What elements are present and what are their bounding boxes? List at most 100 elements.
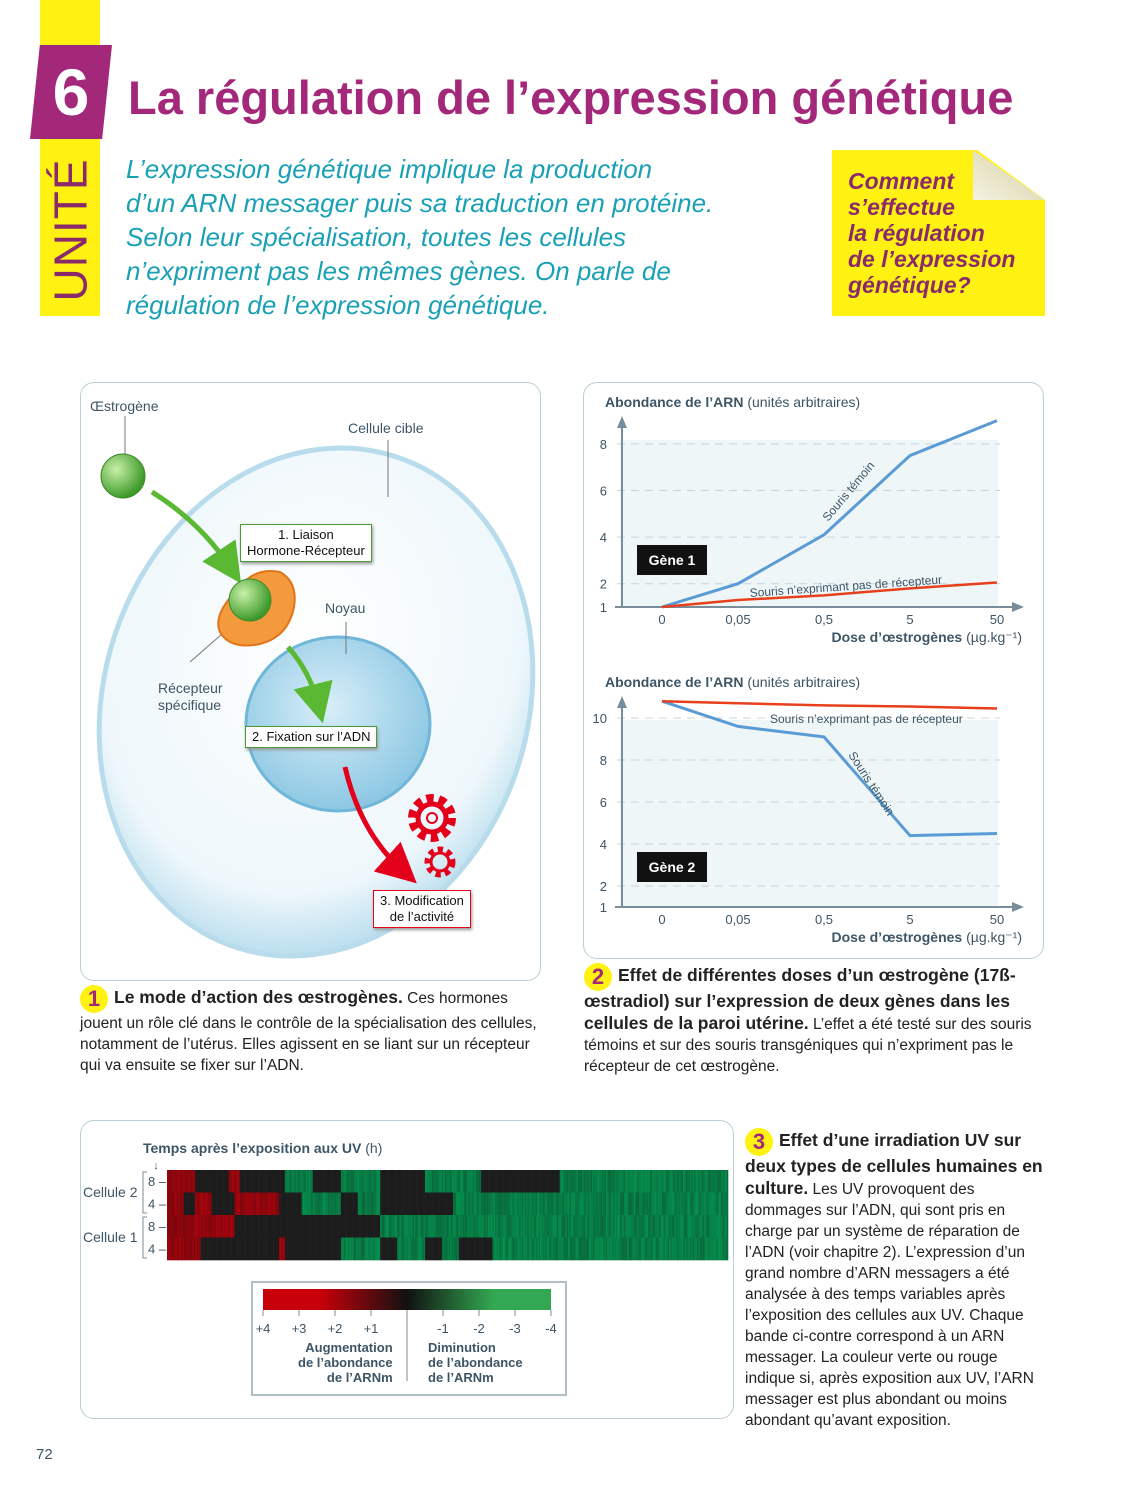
- heatmap-cell: [172, 1237, 175, 1261]
- heatmap-cell: [388, 1215, 391, 1238]
- heatmap-cell: [294, 1170, 297, 1193]
- heatmap-cell: [225, 1192, 228, 1216]
- heatmap-cell: [298, 1170, 301, 1193]
- y-axis-label: Abondance de l’ARN (unités arbitraires): [605, 674, 860, 690]
- heatmap-cell: [446, 1237, 448, 1261]
- heatmap-cell: [598, 1215, 601, 1238]
- heatmap-cell: [218, 1170, 221, 1193]
- heatmap-cell: [625, 1170, 628, 1193]
- heatmap-cell: [321, 1215, 323, 1238]
- heatmap-cell: [605, 1170, 608, 1193]
- heatmap-cell: [399, 1192, 402, 1216]
- heatmap-cell: [221, 1237, 224, 1261]
- heatmap-cell: [450, 1237, 453, 1261]
- heatmap-cell: [363, 1192, 366, 1216]
- heatmap-cell: [642, 1170, 645, 1193]
- heatmap-cell: [638, 1170, 640, 1193]
- scale-tick-label: -4: [545, 1321, 557, 1336]
- doc2-caption: 2 Effet de différentes doses d’un œstrogè…: [584, 963, 1032, 1075]
- heatmap-cell: [549, 1192, 552, 1216]
- heatmap-cell: [530, 1237, 532, 1261]
- heatmap-cell: [656, 1215, 659, 1238]
- heatmap-cell: [238, 1215, 241, 1238]
- heatmap-cell: [234, 1192, 237, 1216]
- heatmap-cell: [503, 1192, 506, 1216]
- heatmap-cell: [524, 1192, 527, 1216]
- heatmap-cell: [374, 1237, 377, 1261]
- gene-badge: [637, 545, 707, 575]
- heatmap-cell: [533, 1192, 535, 1216]
- heatmap-cell: [554, 1192, 556, 1216]
- heatmap-cell: [324, 1215, 326, 1238]
- heatmap-cell: [489, 1192, 492, 1216]
- heatmap-cell: [326, 1170, 329, 1193]
- heatmap-cell: [331, 1170, 333, 1193]
- heatmap-cell: [279, 1215, 281, 1238]
- heatmap-cell: [666, 1237, 668, 1261]
- heatmap-cell: [495, 1192, 497, 1216]
- heatmap-cell: [207, 1170, 210, 1193]
- heatmap-cell: [176, 1237, 179, 1261]
- heatmap-cell: [300, 1237, 302, 1261]
- heatmap-cell: [277, 1192, 280, 1216]
- heatmap-cell: [565, 1215, 568, 1238]
- heatmap-cell: [259, 1192, 262, 1216]
- heatmap-cell: [409, 1170, 412, 1193]
- heatmap-cell: [319, 1170, 322, 1193]
- heatmap-cell: [561, 1170, 563, 1193]
- heatmap-cell: [239, 1170, 242, 1193]
- heatmap-cell: [206, 1215, 208, 1238]
- heatmap-cell: [267, 1237, 270, 1261]
- heatmap-cell: [332, 1192, 335, 1216]
- heatmap-cell: [353, 1192, 356, 1216]
- heatmap-cell: [597, 1192, 600, 1216]
- heatmap-cell: [217, 1215, 220, 1238]
- heatmap-cell: [558, 1237, 560, 1261]
- heatmap-cell: [657, 1237, 660, 1261]
- heatmap-cell: [363, 1215, 366, 1238]
- heatmap-cell: [688, 1192, 691, 1216]
- heatmap-cell: [645, 1170, 647, 1193]
- heatmap-cell: [524, 1215, 527, 1238]
- heatmap-cell: [388, 1237, 391, 1261]
- heatmap-cell: [213, 1215, 215, 1238]
- heatmap-cell: [629, 1237, 632, 1261]
- heatmap-cell: [347, 1192, 350, 1216]
- heatmap-cell: [558, 1215, 560, 1238]
- heatmap-cell: [534, 1215, 537, 1238]
- heatmap-cell: [505, 1237, 507, 1261]
- scale-tick-label: -1: [437, 1321, 449, 1336]
- heatmap-cell: [646, 1170, 649, 1193]
- heatmap-cell: [597, 1215, 600, 1238]
- heatmap-cell: [583, 1237, 586, 1261]
- heatmap-cell: [364, 1170, 367, 1193]
- heatmap-cell: [397, 1170, 399, 1193]
- heatmap-cell: [169, 1215, 172, 1238]
- heatmap-cell: [241, 1170, 244, 1193]
- heatmap-cell: [681, 1192, 684, 1216]
- heatmap-cell: [387, 1237, 389, 1261]
- heatmap-cell: [373, 1237, 375, 1261]
- heatmap-cell: [719, 1192, 722, 1216]
- heatmap-cell: [375, 1237, 378, 1261]
- gear-icon: [408, 794, 456, 842]
- heatmap-cell: [167, 1192, 169, 1216]
- heatmap-cell: [308, 1170, 311, 1193]
- heatmap-cell: [614, 1192, 617, 1216]
- heatmap-cell: [472, 1192, 475, 1216]
- heatmap-cell: [385, 1170, 388, 1193]
- down-arrow-icon: ↓: [153, 1160, 159, 1172]
- heatmap-cell: [519, 1215, 521, 1238]
- heatmap-cell: [235, 1237, 238, 1261]
- heatmap-cell: [342, 1215, 345, 1238]
- heatmap-cell: [328, 1170, 330, 1193]
- heatmap-cell: [493, 1170, 496, 1193]
- heatmap-cell: [217, 1192, 220, 1216]
- heatmap-cell: [395, 1170, 398, 1193]
- binding-arrow: [150, 489, 242, 584]
- heatmap-cell: [687, 1192, 690, 1216]
- heatmap-cell: [667, 1170, 670, 1193]
- heatmap-cell: [273, 1215, 276, 1238]
- heatmap-cell: [343, 1170, 346, 1193]
- heatmap-cell: [563, 1192, 566, 1216]
